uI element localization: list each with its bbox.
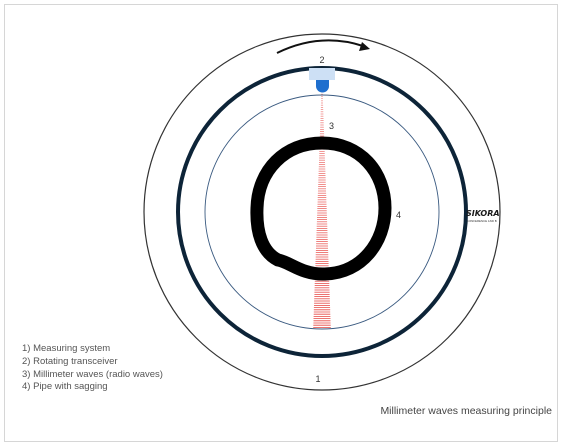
legend-item: 4) Pipe with sagging xyxy=(22,381,108,393)
label-millimeter-waves: 3 xyxy=(329,121,334,131)
legend-item: 1) Measuring system xyxy=(22,343,111,354)
rotation-arrow xyxy=(276,39,364,54)
diagram-caption: Millimeter waves measuring principle xyxy=(380,405,552,417)
sikora-logo: SIKORA CONFERENCE AND B xyxy=(466,209,500,223)
outer-ring xyxy=(143,33,501,391)
inner-ring xyxy=(204,94,440,330)
transceiver-sensor xyxy=(316,80,329,93)
transceiver-housing xyxy=(309,68,335,80)
legend-item: 3) Millimeter waves (radio waves) xyxy=(22,368,163,380)
brand-tagline: CONFERENCE AND B xyxy=(467,219,497,223)
frame-border xyxy=(4,4,558,442)
millimeter-waves xyxy=(313,91,331,328)
pipe-with-sagging xyxy=(250,136,392,281)
label-measuring-system: 1 xyxy=(315,374,320,384)
legend-item: 2) Rotating transceiver xyxy=(22,355,118,367)
brand-name: SIKORA xyxy=(466,209,500,218)
rotation-arrowhead xyxy=(359,42,370,51)
legend: 1) Measuring system 2) Rotating transcei… xyxy=(22,343,163,394)
label-pipe: 4 xyxy=(396,210,401,220)
label-rotating-transceiver: 2 xyxy=(319,55,324,65)
